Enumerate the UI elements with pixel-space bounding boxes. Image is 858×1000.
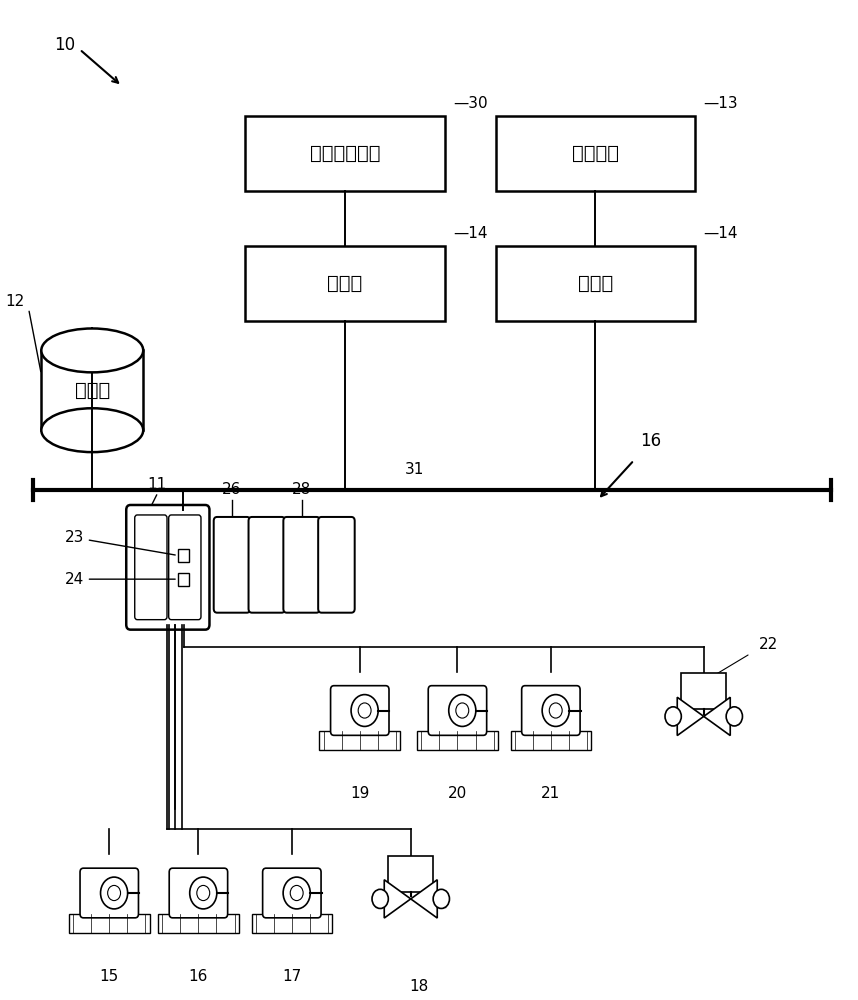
Circle shape (542, 695, 569, 726)
Polygon shape (411, 880, 438, 918)
Polygon shape (677, 697, 704, 736)
Circle shape (456, 703, 468, 718)
Circle shape (290, 885, 303, 901)
Text: —13: —13 (704, 96, 739, 111)
Text: 31: 31 (405, 462, 425, 477)
Bar (41, 350, 143, 430)
FancyBboxPatch shape (169, 515, 201, 620)
Text: 10: 10 (54, 36, 76, 54)
Circle shape (190, 877, 217, 909)
Text: 16: 16 (640, 432, 662, 450)
FancyBboxPatch shape (681, 673, 726, 709)
Text: 17: 17 (282, 969, 301, 984)
Text: 19: 19 (350, 786, 370, 801)
FancyBboxPatch shape (389, 856, 433, 892)
Text: 22: 22 (759, 637, 778, 652)
Text: 23: 23 (64, 530, 175, 555)
Circle shape (351, 695, 378, 726)
FancyBboxPatch shape (169, 868, 227, 918)
Text: 28: 28 (292, 482, 311, 497)
Circle shape (372, 889, 389, 908)
Polygon shape (384, 880, 411, 918)
Text: 24: 24 (64, 572, 175, 587)
FancyBboxPatch shape (496, 246, 695, 320)
Polygon shape (704, 697, 730, 736)
FancyBboxPatch shape (178, 573, 189, 586)
Circle shape (283, 877, 311, 909)
Circle shape (433, 889, 450, 908)
Circle shape (549, 703, 562, 718)
Text: 16: 16 (189, 969, 208, 984)
Text: —14: —14 (704, 226, 738, 241)
Ellipse shape (41, 408, 143, 452)
Polygon shape (158, 914, 239, 933)
Circle shape (196, 885, 209, 901)
Polygon shape (319, 731, 400, 750)
Circle shape (107, 885, 120, 901)
Text: 图形显示应用: 图形显示应用 (310, 144, 380, 163)
Text: 工作站: 工作站 (327, 274, 363, 293)
FancyBboxPatch shape (283, 517, 320, 613)
Ellipse shape (41, 328, 143, 372)
FancyBboxPatch shape (249, 517, 285, 613)
FancyBboxPatch shape (245, 246, 444, 320)
FancyBboxPatch shape (80, 868, 138, 918)
FancyBboxPatch shape (263, 868, 321, 918)
FancyBboxPatch shape (214, 517, 251, 613)
Polygon shape (417, 731, 498, 750)
Text: —30: —30 (453, 96, 488, 111)
FancyBboxPatch shape (330, 686, 389, 735)
Text: 用户界面: 用户界面 (572, 144, 619, 163)
Text: 21: 21 (541, 786, 560, 801)
Polygon shape (69, 914, 149, 933)
Text: 11: 11 (147, 477, 166, 492)
Text: 12: 12 (5, 294, 24, 309)
Circle shape (665, 707, 681, 726)
Circle shape (358, 703, 371, 718)
Text: —14: —14 (453, 226, 487, 241)
Circle shape (100, 877, 128, 909)
Text: 18: 18 (409, 979, 429, 994)
FancyBboxPatch shape (428, 686, 486, 735)
FancyBboxPatch shape (135, 515, 167, 620)
Polygon shape (251, 914, 332, 933)
FancyBboxPatch shape (178, 549, 189, 562)
Text: 数据库: 数据库 (75, 381, 110, 400)
FancyBboxPatch shape (496, 116, 695, 191)
Polygon shape (511, 731, 591, 750)
FancyBboxPatch shape (318, 517, 354, 613)
Text: 工作站: 工作站 (577, 274, 613, 293)
Text: 20: 20 (448, 786, 467, 801)
Circle shape (449, 695, 476, 726)
Text: 15: 15 (100, 969, 119, 984)
FancyBboxPatch shape (126, 505, 209, 630)
FancyBboxPatch shape (522, 686, 580, 735)
FancyBboxPatch shape (245, 116, 444, 191)
Text: 26: 26 (222, 482, 242, 497)
Circle shape (726, 707, 742, 726)
